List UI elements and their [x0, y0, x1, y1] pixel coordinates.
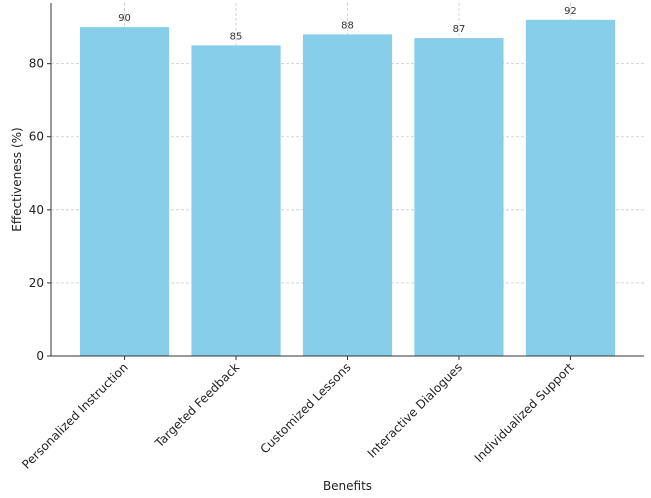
y-tick-label: 80 — [29, 57, 44, 71]
bar — [302, 34, 393, 356]
data-labels: 90 85 88 87 92 — [118, 6, 577, 43]
bar-value-label: 92 — [564, 6, 577, 17]
x-tick-label: Individualized Support — [472, 360, 577, 465]
x-ticks: Personalized Instruction Targeted Feedbac… — [19, 356, 577, 472]
y-tick-label: 40 — [29, 203, 44, 217]
bars — [79, 19, 616, 357]
bar — [414, 38, 504, 356]
bar — [191, 45, 281, 357]
y-tick-label: 60 — [29, 130, 44, 144]
x-tick-label: Customized Lessons — [257, 360, 353, 456]
bar-value-label: 87 — [453, 24, 466, 35]
y-ticks: 0 20 40 60 80 — [29, 57, 51, 363]
bar-value-label: 88 — [341, 20, 354, 31]
bar — [525, 19, 616, 357]
x-tick-label: Interactive Dialogues — [365, 360, 465, 460]
bar-value-label: 85 — [230, 31, 243, 42]
x-tick-label: Personalized Instruction — [19, 360, 131, 472]
x-tick-label: Targeted Feedback — [152, 360, 243, 451]
y-tick-label: 20 — [29, 276, 44, 290]
y-tick-label: 0 — [36, 349, 44, 363]
bar-value-label: 90 — [118, 13, 131, 24]
bar — [79, 27, 170, 356]
y-axis-title: Effectiveness (%) — [10, 127, 24, 231]
x-axis-title: Benefits — [323, 479, 372, 493]
